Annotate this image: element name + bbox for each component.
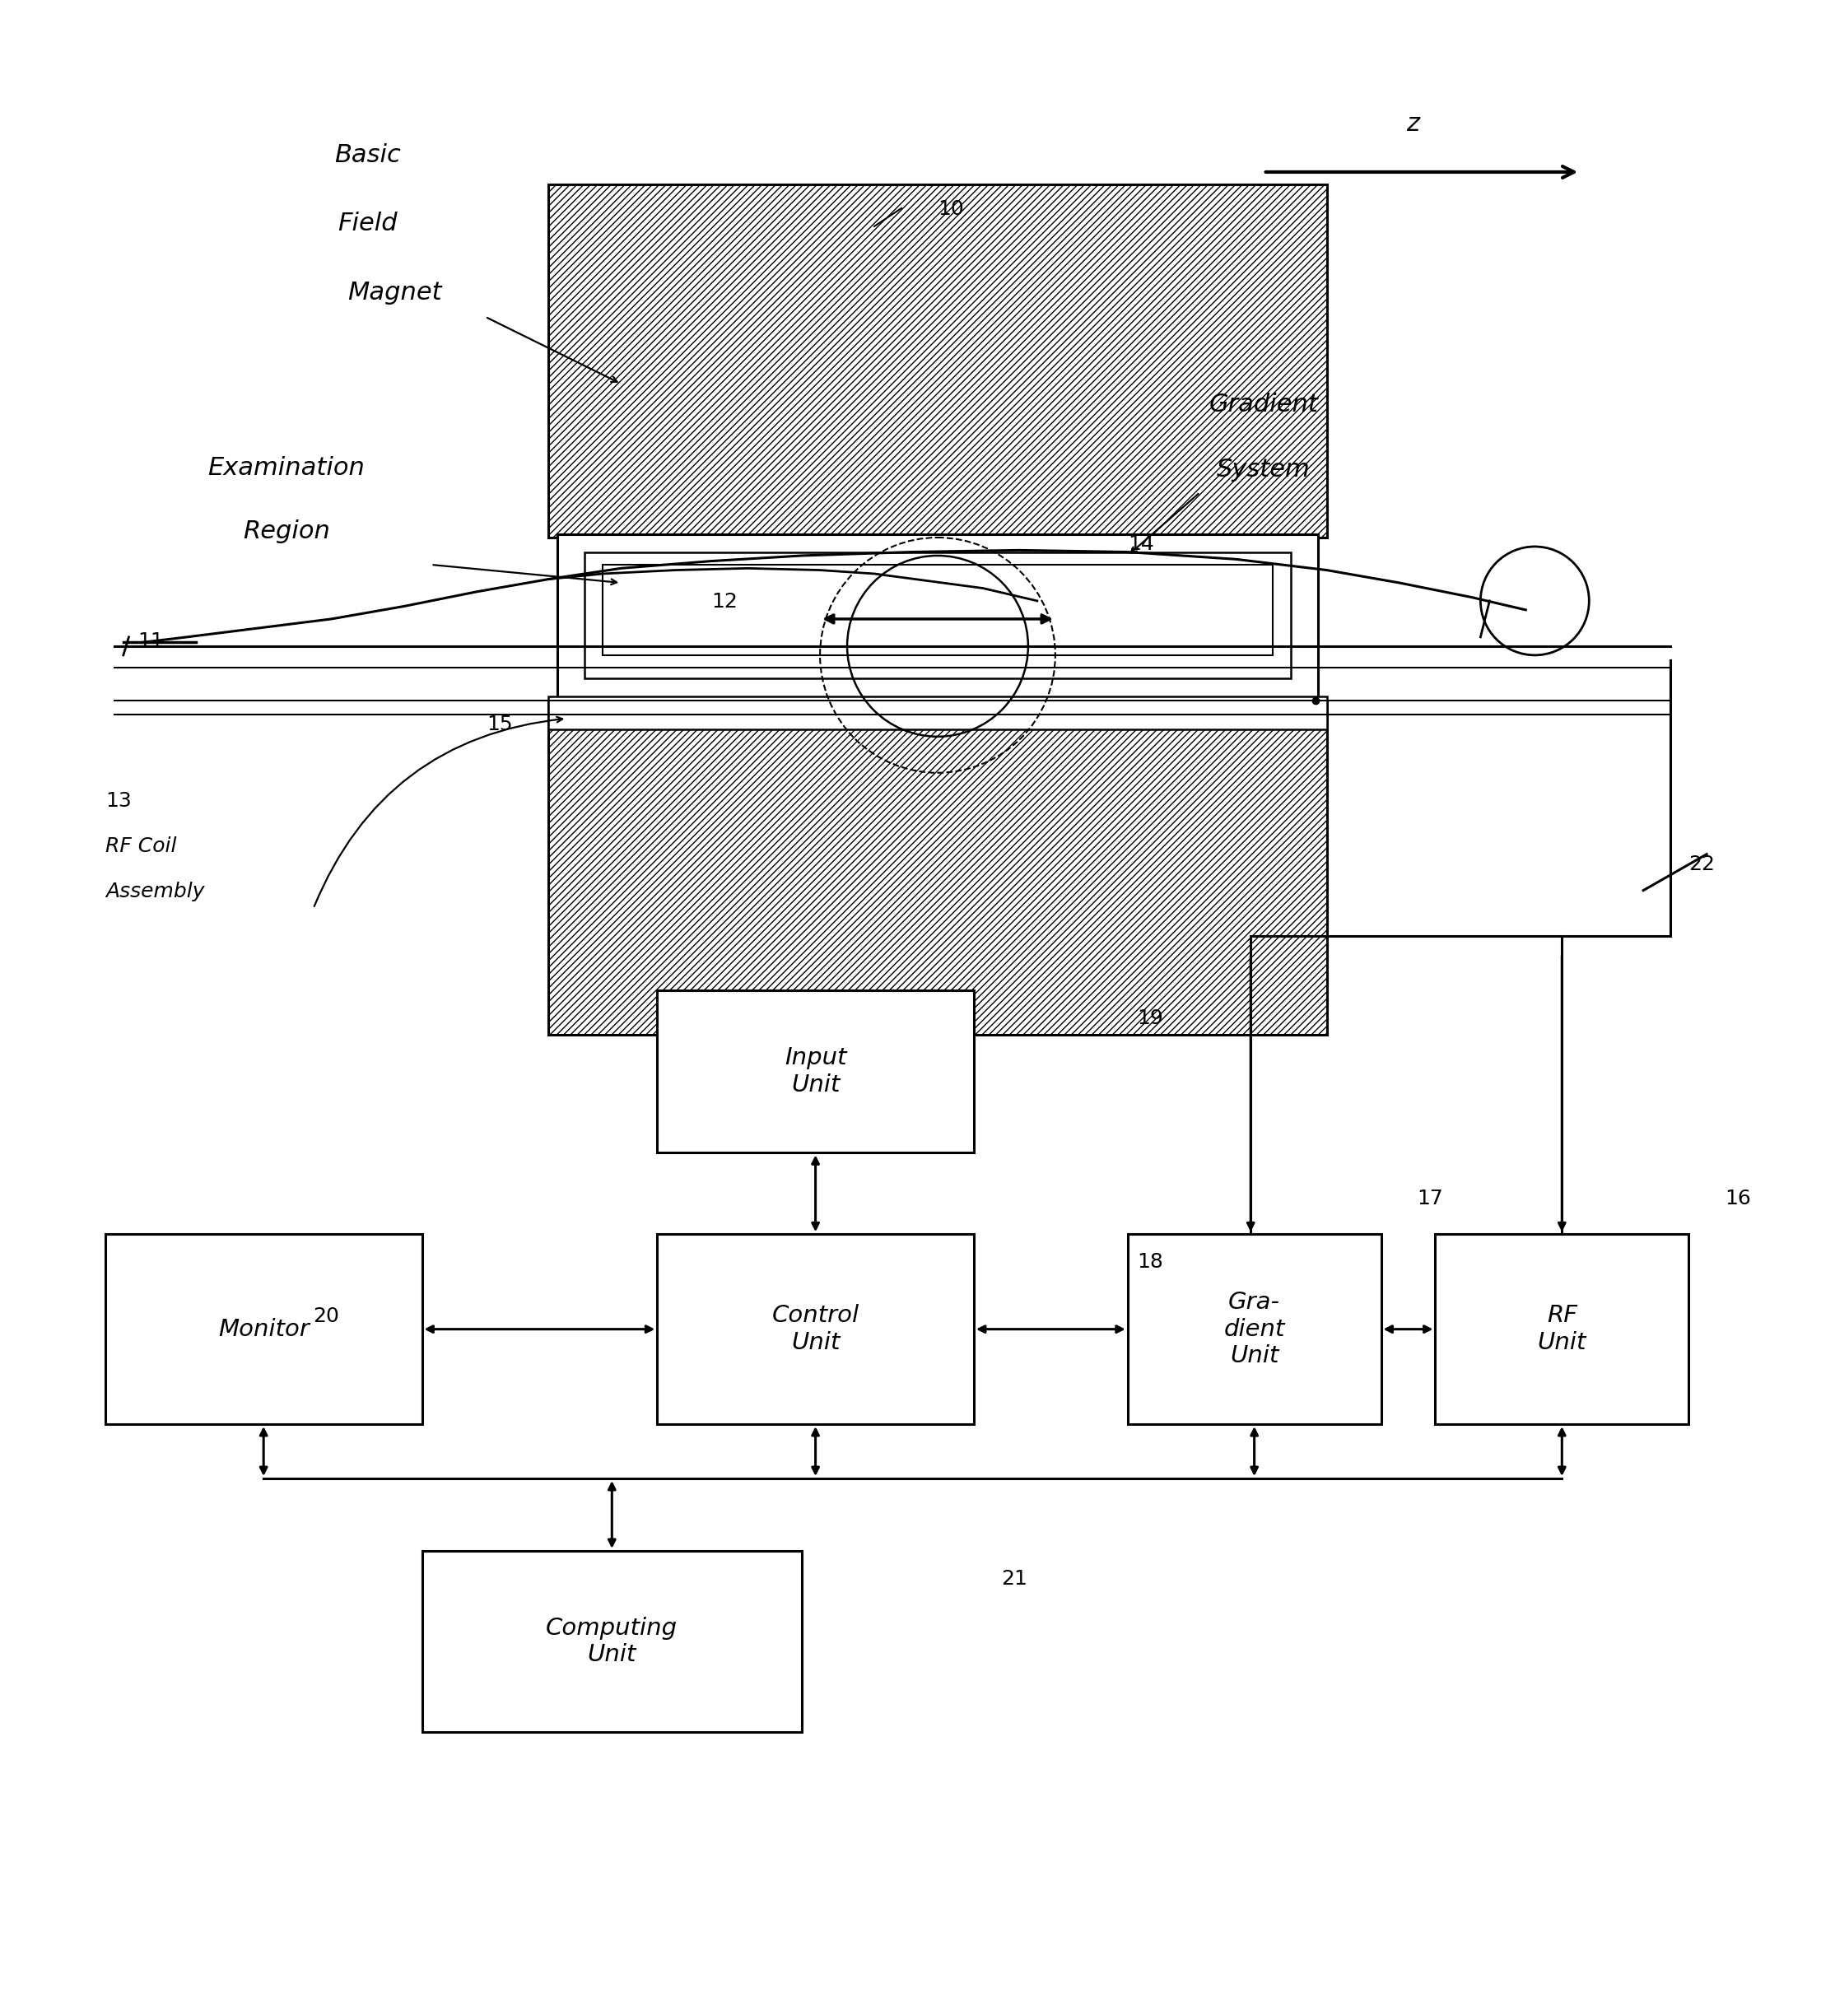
Bar [548,700,1328,1034]
Text: 14: 14 [1127,534,1155,554]
Bar [548,185,1328,538]
Text: System: System [1216,458,1309,482]
Text: RF
Unit: RF Unit [1537,1304,1586,1355]
Text: Control
Unit: Control Unit [772,1304,860,1355]
Bar [548,698,1328,730]
Text: 17: 17 [1417,1189,1444,1210]
Text: 10: 10 [938,200,963,220]
Bar [1127,1234,1380,1423]
Text: Examination: Examination [208,456,364,480]
Text: 21: 21 [1002,1568,1027,1589]
Text: Assembly: Assembly [106,881,204,901]
Bar [603,564,1273,655]
Text: 15: 15 [486,716,512,734]
Bar [657,1234,974,1423]
Bar [557,534,1318,700]
Text: z: z [1406,113,1419,135]
Text: Input
Unit: Input Unit [785,1046,847,1097]
Text: Basic: Basic [335,143,401,167]
Text: RF Coil: RF Coil [106,837,177,857]
Bar [657,990,974,1153]
Text: 16: 16 [1724,1189,1752,1210]
Text: Computing
Unit: Computing Unit [546,1617,677,1665]
Bar [1435,1234,1688,1423]
Bar [585,552,1291,679]
Text: 19: 19 [1136,1008,1164,1028]
Text: 22: 22 [1688,855,1715,875]
Text: 12: 12 [712,593,738,611]
Bar [106,1234,422,1423]
Bar [422,1550,801,1732]
Text: Magnet: Magnet [348,280,443,304]
Text: 13: 13 [106,790,131,810]
Text: Monitor: Monitor [219,1318,310,1341]
Text: 11: 11 [137,631,164,651]
Text: Field: Field [337,212,397,236]
Text: Gra-
dient
Unit: Gra- dient Unit [1224,1290,1286,1367]
Text: 20: 20 [313,1306,339,1327]
Text: Region: Region [242,520,330,544]
Text: Gradient: Gradient [1209,393,1318,417]
Text: 18: 18 [1136,1252,1164,1272]
